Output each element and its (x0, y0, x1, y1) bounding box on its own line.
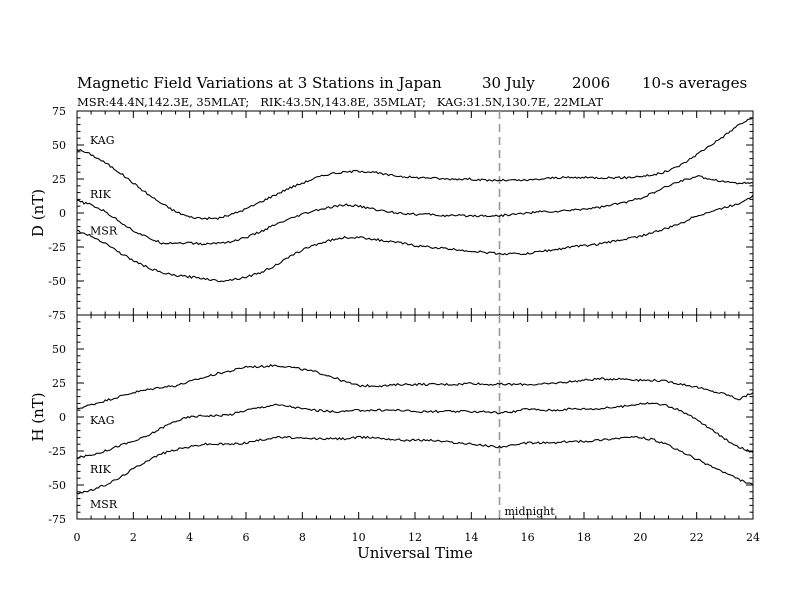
x-tick-label: 22 (690, 531, 704, 544)
x-tick-label: 18 (577, 531, 591, 544)
y-tick-label-h: 0 (59, 411, 66, 424)
series-line-d-msr (76, 194, 754, 283)
x-tick-label: 0 (74, 531, 81, 544)
x-tick-label: 6 (243, 531, 250, 544)
y-tick-label-h: 25 (52, 377, 66, 390)
x-tick-label: 2 (130, 531, 137, 544)
series-label-h-kag: KAG (90, 414, 115, 427)
y-tick-label-d: -75 (48, 309, 66, 322)
x-tick-label: 10 (352, 531, 366, 544)
chart-year: 2006 (572, 74, 610, 92)
y-tick-label-d: 75 (52, 105, 66, 118)
y-tick-label-d: -25 (48, 241, 66, 254)
y-axis-label-h: H (nT) (29, 392, 47, 441)
panel-frame-d (76, 110, 754, 316)
panel-frame-h (76, 314, 754, 520)
series-line-d-kag (76, 117, 754, 221)
y-tick-label-h: 50 (52, 343, 66, 356)
y-tick-label-h: -25 (48, 445, 66, 458)
x-tick-label: 16 (521, 531, 535, 544)
y-tick-label-h: -75 (48, 513, 66, 526)
series-label-d-kag: KAG (90, 134, 115, 147)
y-tick-label-d: 25 (52, 173, 66, 186)
x-axis-label: Universal Time (357, 544, 473, 562)
chart-title: Magnetic Field Variations at 3 Stations … (77, 74, 442, 92)
x-tick-label: 4 (186, 531, 193, 544)
x-tick-label: 14 (464, 531, 478, 544)
panel-h: 50 25 0 -25 -50 -75 H (nT) KAG RIK MSR (29, 314, 754, 526)
midnight-label: midnight (505, 505, 556, 518)
x-tick-label: 12 (408, 531, 422, 544)
series-line-h-rik (76, 401, 754, 460)
x-tick-label: 8 (299, 531, 306, 544)
y-tick-label-d: 50 (52, 139, 66, 152)
y-tick-label-h: -50 (48, 479, 66, 492)
series-line-h-kag (76, 363, 754, 410)
panel-d: 75 50 25 0 -25 -50 -75 D (nT) KAG RIK MSR (29, 105, 754, 322)
x-tick-label: 24 (746, 531, 760, 544)
chart-averaging: 10-s averages (642, 74, 747, 92)
x-tick-label: 20 (633, 531, 647, 544)
y-tick-label-d: 0 (59, 207, 66, 220)
series-line-d-rik (76, 175, 754, 246)
series-label-h-rik: RIK (90, 463, 112, 476)
y-axis-label-d: D (nT) (29, 189, 47, 237)
series-label-d-msr: MSR (90, 225, 118, 238)
chart-subtitle: MSR:44.4N,142.3E, 35MLAT; RIK:43.5N,143.… (77, 95, 603, 109)
series-label-h-msr: MSR (90, 498, 118, 511)
series-label-d-rik: RIK (90, 188, 112, 201)
chart-date: 30 July (482, 74, 535, 92)
y-tick-label-d: -50 (48, 275, 66, 288)
series-line-h-msr (76, 435, 754, 495)
